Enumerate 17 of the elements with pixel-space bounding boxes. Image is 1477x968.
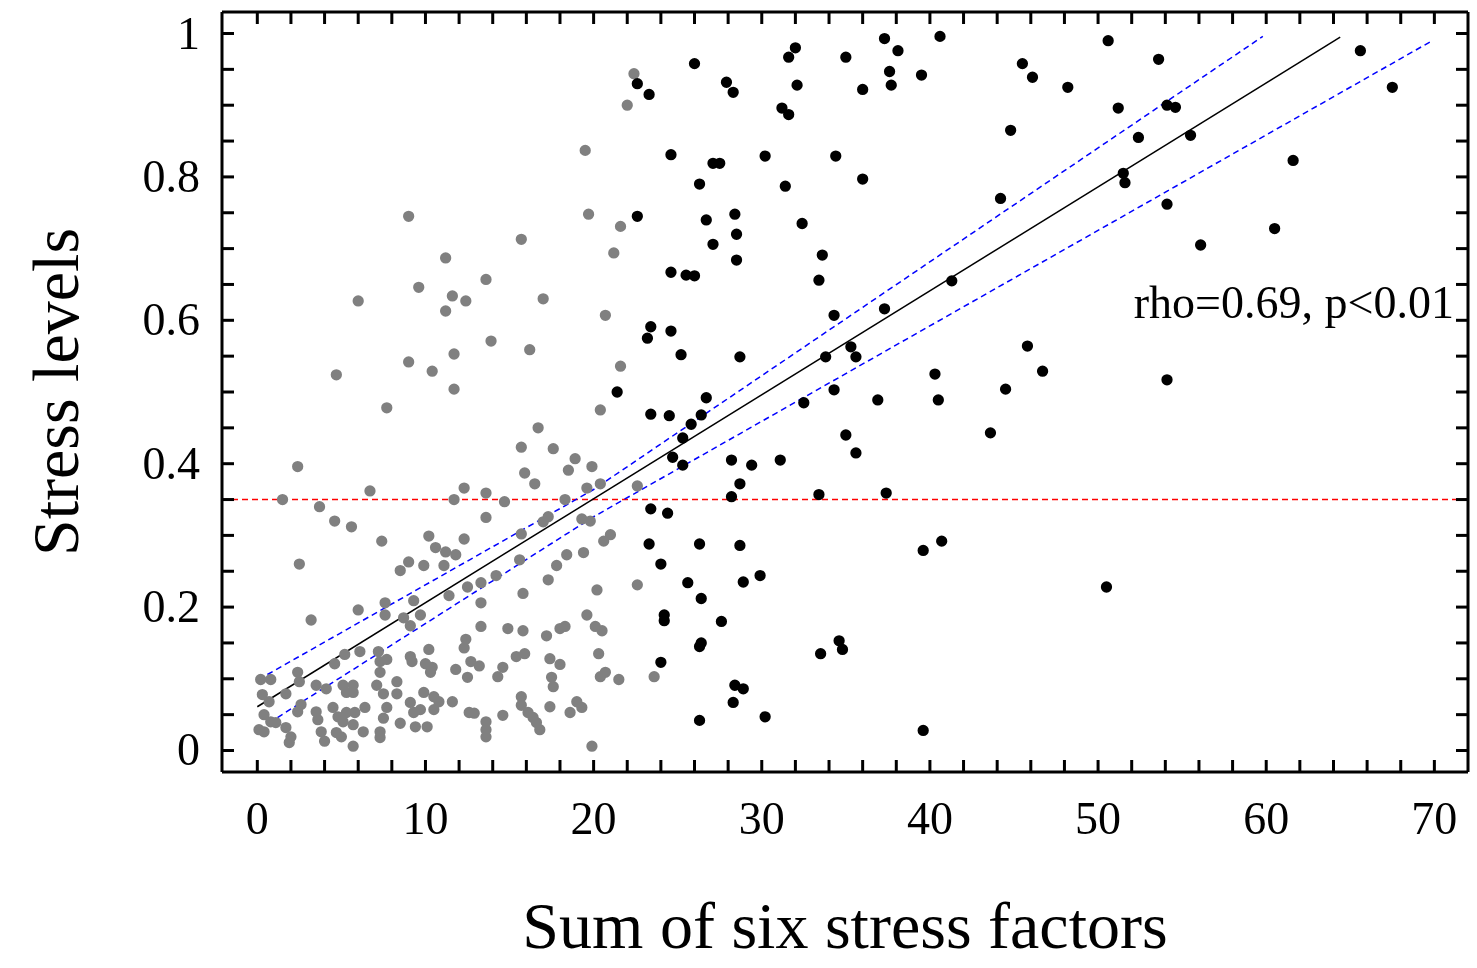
x-tick-label: 70	[1411, 793, 1458, 844]
y-tick-label: 0	[177, 724, 200, 776]
x-tick-label: 20	[570, 793, 617, 844]
y-tick-label: 0.2	[142, 581, 200, 633]
x-tick-label: 40	[906, 793, 953, 844]
x-tick-label: 60	[1243, 793, 1290, 844]
y-tick-label: 1	[177, 7, 200, 59]
x-tick-label: 50	[1075, 793, 1122, 844]
x-axis-title: Sum of six stress factors	[521, 889, 1169, 962]
x-tick-label: 10	[402, 793, 449, 844]
y-axis-title: Stress levels	[19, 227, 92, 557]
x-tick-label: 30	[738, 793, 785, 844]
annotation: rho=0.69, p<0.01	[1133, 277, 1454, 328]
y-tick-label: 0.8	[142, 150, 200, 202]
y-tick-label: 0.6	[142, 294, 200, 346]
y-tick-label: 0.4	[142, 437, 200, 489]
x-tick-label: 0	[245, 793, 269, 844]
